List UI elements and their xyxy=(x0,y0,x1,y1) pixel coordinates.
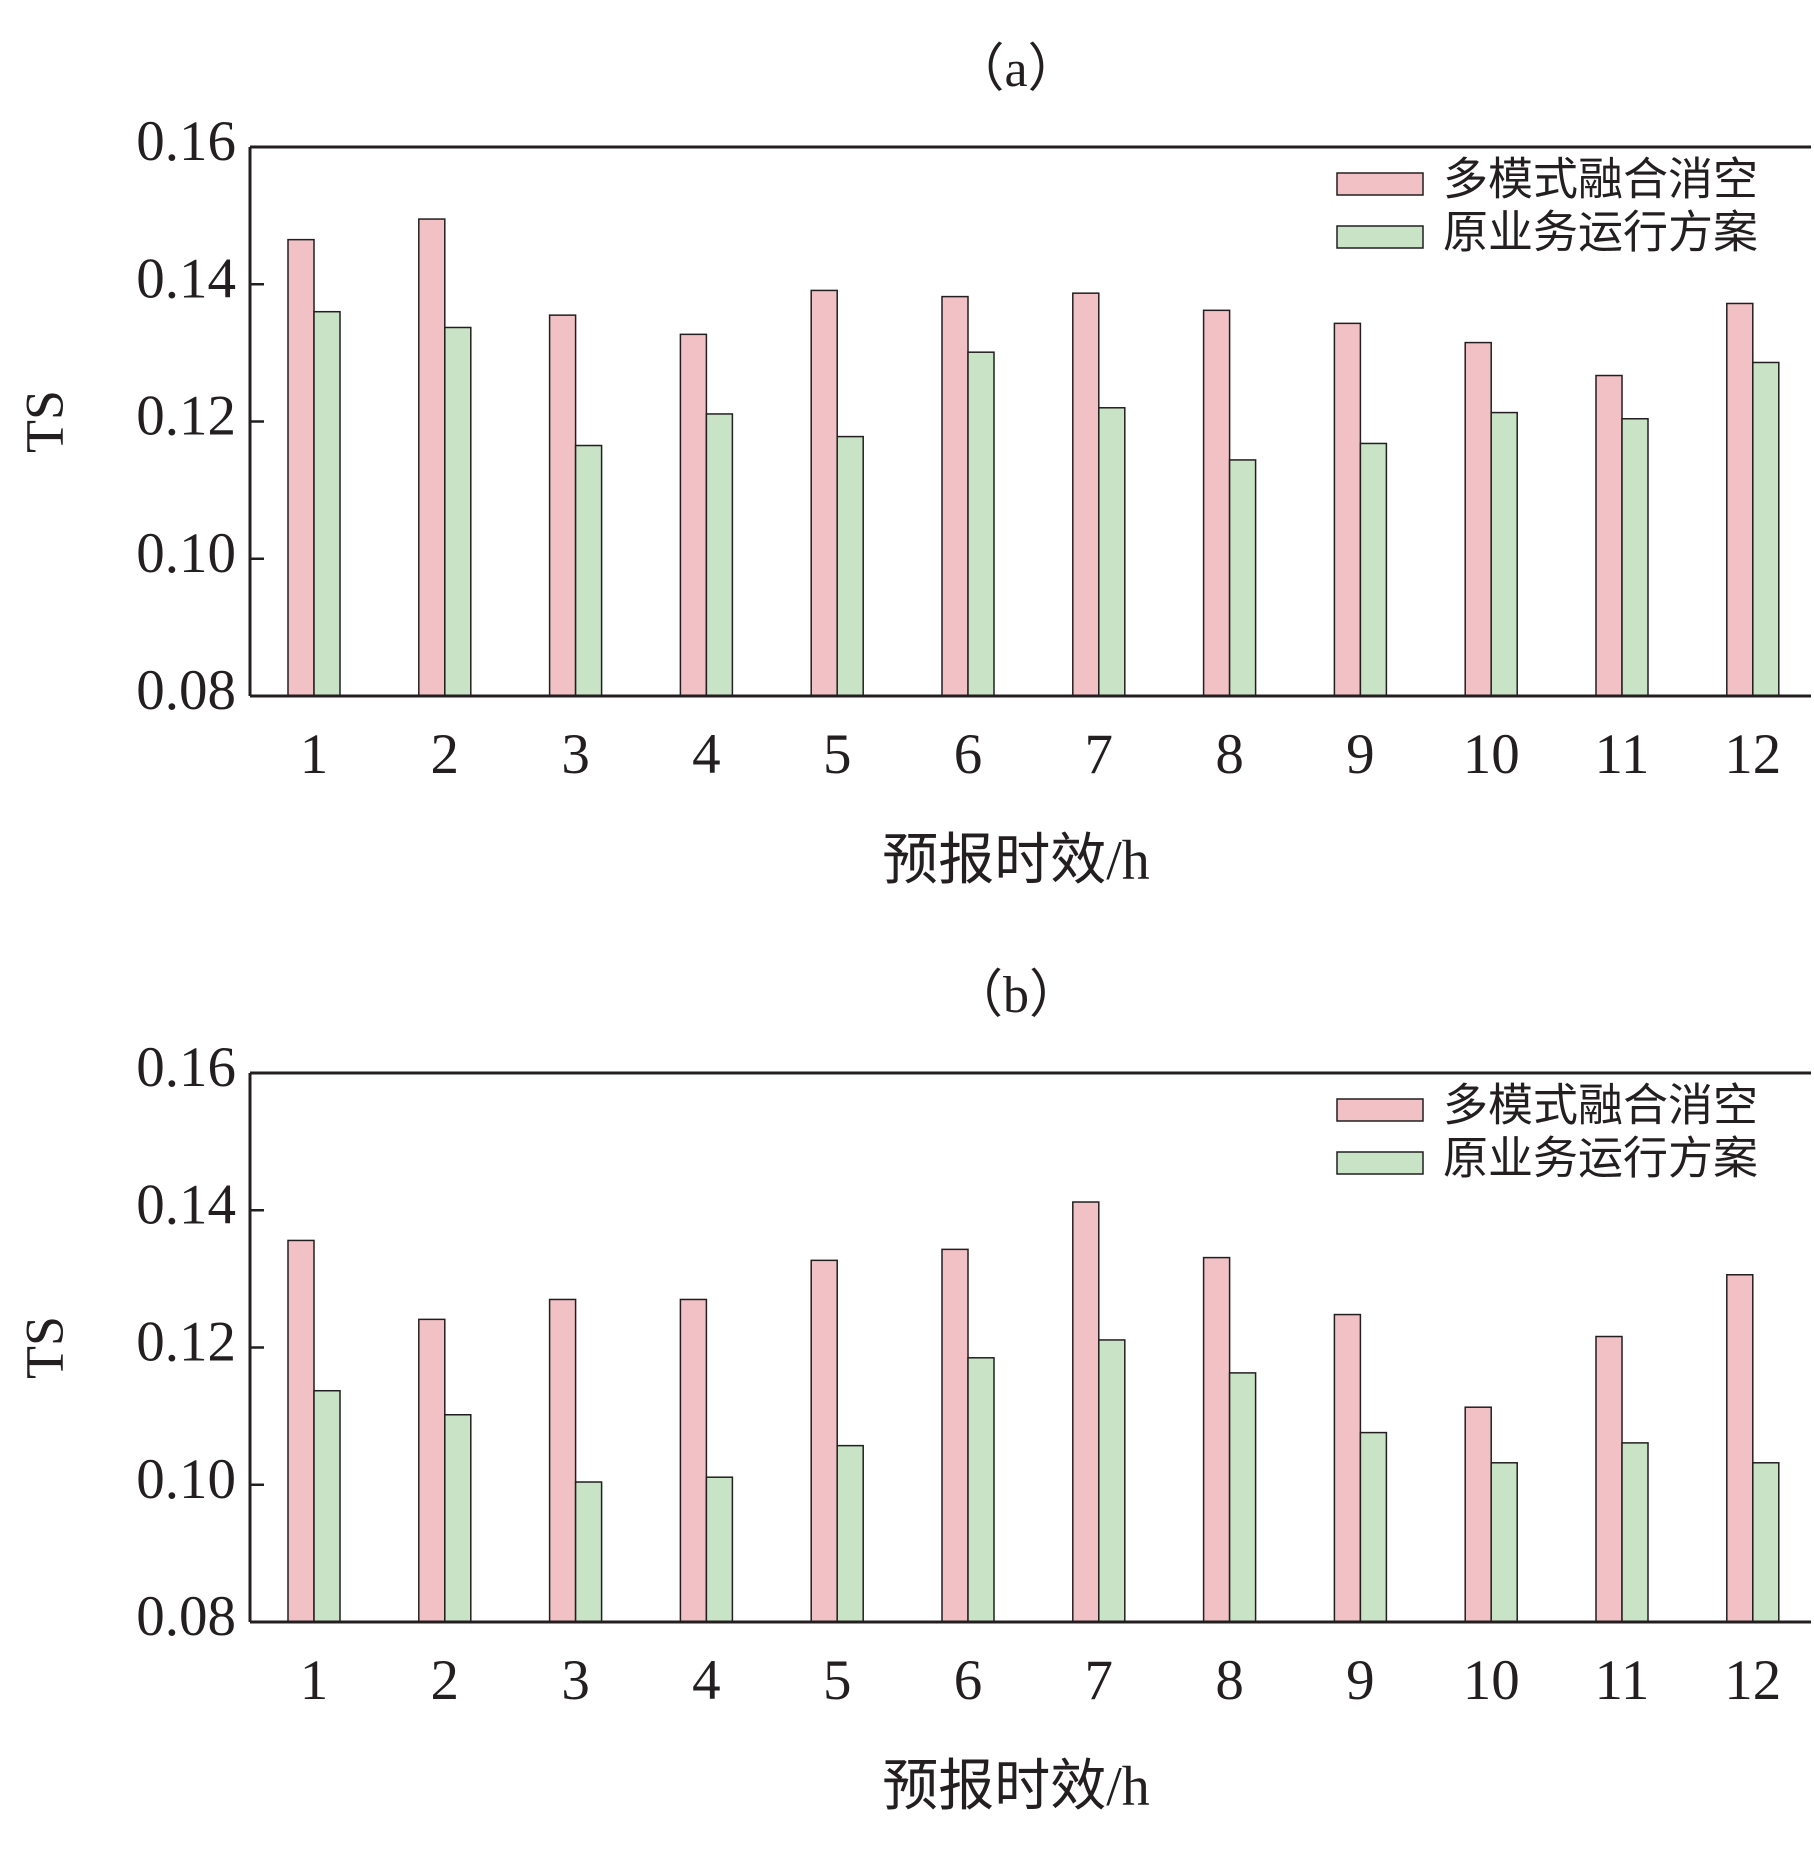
bar xyxy=(418,218,446,697)
bar xyxy=(418,1318,446,1623)
legend-swatch xyxy=(1336,172,1424,196)
chart-title: （a） xyxy=(952,41,1079,98)
x-tick-label: 7 xyxy=(1085,1649,1114,1712)
x-tick-label: 9 xyxy=(1346,1649,1375,1712)
x-tick-label: 6 xyxy=(954,723,983,786)
y-tick-label: 0.10 xyxy=(136,1448,236,1511)
bar xyxy=(941,295,969,697)
bar xyxy=(810,1259,838,1623)
x-tick-label: 2 xyxy=(431,1649,460,1712)
bar xyxy=(1490,1462,1518,1623)
bar xyxy=(313,1389,341,1623)
legend-label: 原业务运行方案 xyxy=(1443,207,1758,257)
bar xyxy=(1333,1313,1362,1623)
x-tick-label: 12 xyxy=(1724,1649,1781,1712)
x-tick-label: 8 xyxy=(1215,723,1244,786)
x-tick-label: 1 xyxy=(300,723,329,786)
bar xyxy=(574,1481,603,1623)
bar xyxy=(941,1248,969,1623)
bar xyxy=(679,1298,708,1623)
y-tick-label: 0.14 xyxy=(136,247,236,310)
bar xyxy=(836,1444,864,1623)
y-tick-label: 0.08 xyxy=(136,1585,236,1648)
bar xyxy=(1752,1462,1780,1623)
bar xyxy=(705,1476,734,1623)
bar xyxy=(967,1357,995,1623)
x-tick-label: 4 xyxy=(692,723,721,786)
bar xyxy=(1333,322,1362,697)
bar xyxy=(705,413,734,697)
x-tick-label: 9 xyxy=(1346,723,1375,786)
bar xyxy=(1490,411,1518,697)
x-tick-label: 5 xyxy=(823,723,852,786)
bar xyxy=(967,351,995,697)
bar xyxy=(810,289,838,697)
x-tick-label: 3 xyxy=(561,1649,590,1712)
bar xyxy=(1464,341,1492,697)
y-tick-label: 0.12 xyxy=(136,1311,236,1374)
legend-swatch xyxy=(1336,1098,1424,1122)
bar xyxy=(1202,1256,1231,1623)
bar xyxy=(1726,1274,1754,1623)
bar xyxy=(1228,1372,1257,1623)
x-tick-label: 8 xyxy=(1215,1649,1244,1712)
bar xyxy=(313,310,341,697)
y-tick-label: 0.16 xyxy=(136,110,236,173)
bar xyxy=(836,435,864,697)
bar xyxy=(1072,1201,1100,1623)
x-tick-label: 10 xyxy=(1463,1649,1520,1712)
bar xyxy=(1621,1442,1649,1623)
x-tick-label: 7 xyxy=(1085,723,1114,786)
bar xyxy=(1595,1335,1623,1623)
y-tick-label: 0.08 xyxy=(136,659,236,722)
x-tick-label: 12 xyxy=(1724,723,1781,786)
bar xyxy=(287,1239,315,1623)
y-axis-label: TS xyxy=(14,1316,74,1379)
legend-swatch xyxy=(1336,1151,1424,1175)
bar xyxy=(1359,1431,1388,1623)
bar xyxy=(1072,292,1100,697)
bar xyxy=(1752,361,1780,697)
bar xyxy=(548,314,577,697)
y-tick-label: 0.12 xyxy=(136,385,236,448)
x-tick-label: 6 xyxy=(954,1649,983,1712)
bar xyxy=(1228,459,1257,697)
bar xyxy=(1098,407,1126,697)
y-tick-label: 0.14 xyxy=(136,1173,236,1236)
legend-label: 原业务运行方案 xyxy=(1443,1133,1758,1183)
y-tick-label: 0.10 xyxy=(136,522,236,585)
y-tick-label: 0.16 xyxy=(136,1036,236,1099)
bar xyxy=(1359,442,1388,697)
x-axis-label: 预报时效/h xyxy=(882,830,1150,892)
chart-title: （b） xyxy=(951,967,1081,1024)
x-tick-label: 11 xyxy=(1595,723,1650,786)
bar xyxy=(444,326,472,697)
x-tick-label: 3 xyxy=(561,723,590,786)
legend-swatch xyxy=(1336,225,1424,249)
bar xyxy=(1464,1406,1492,1623)
bar xyxy=(1202,309,1231,697)
bar xyxy=(1595,374,1623,697)
bar xyxy=(444,1414,472,1623)
bar xyxy=(287,238,315,697)
bar xyxy=(679,333,708,697)
legend-label: 多模式融合消空 xyxy=(1443,154,1758,204)
bar xyxy=(1726,302,1754,697)
bar xyxy=(1621,418,1649,697)
x-axis-label: 预报时效/h xyxy=(882,1756,1150,1818)
x-tick-label: 2 xyxy=(431,723,460,786)
x-tick-label: 5 xyxy=(823,1649,852,1712)
bar xyxy=(1098,1339,1126,1623)
bar xyxy=(548,1298,577,1623)
x-tick-label: 11 xyxy=(1595,1649,1650,1712)
x-tick-label: 1 xyxy=(300,1649,329,1712)
bar xyxy=(574,444,603,697)
y-axis-label: TS xyxy=(14,390,74,453)
legend-label: 多模式融合消空 xyxy=(1443,1080,1758,1130)
x-tick-label: 10 xyxy=(1463,723,1520,786)
x-tick-label: 4 xyxy=(692,1649,721,1712)
